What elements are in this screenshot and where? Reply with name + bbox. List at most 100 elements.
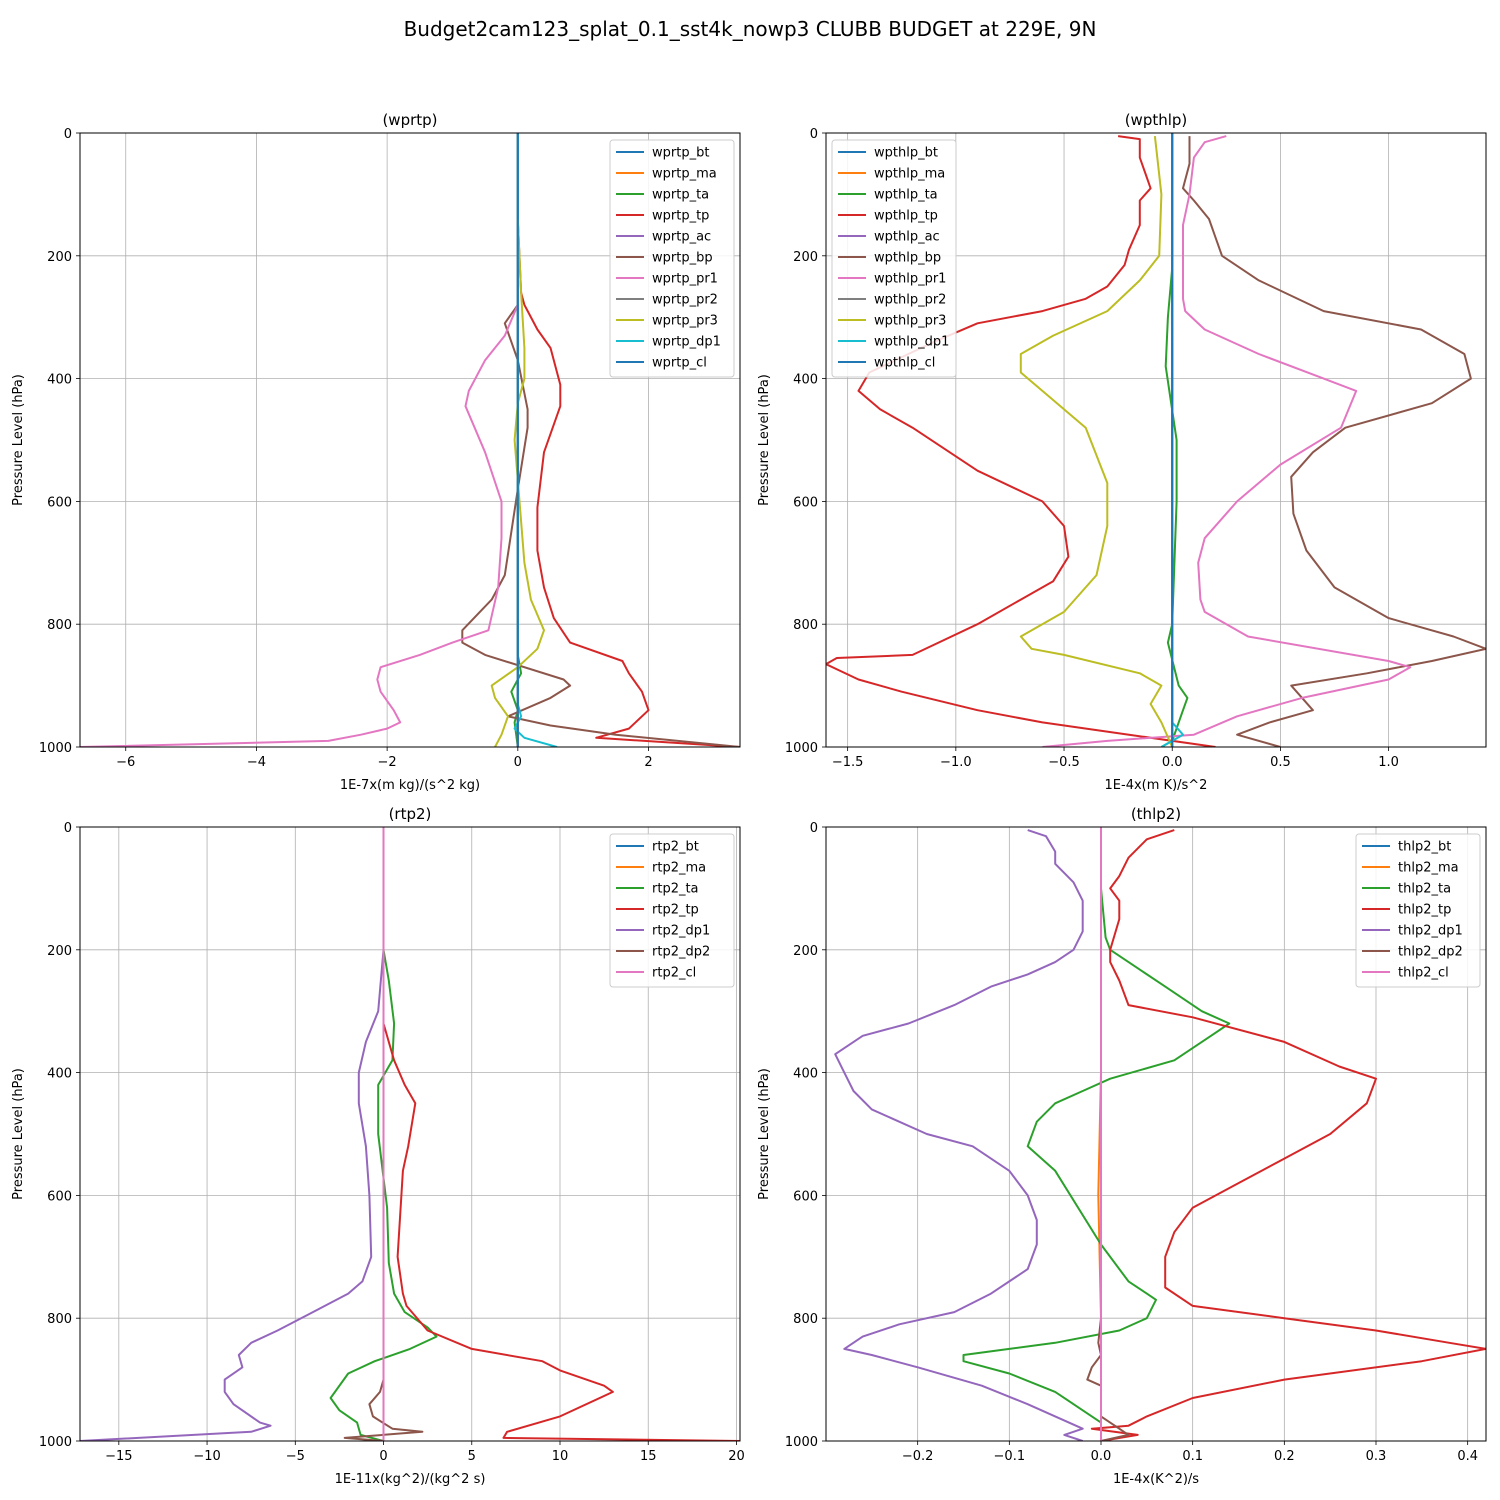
x-tick-label: −6 — [116, 755, 135, 770]
x-tick-label: 0.4 — [1457, 1449, 1478, 1464]
series-line-wprtp_tp — [516, 218, 740, 747]
plot-frame — [79, 132, 741, 748]
y-tick-label: 1000 — [39, 741, 72, 756]
series-line-wpthlp_pr1 — [1042, 135, 1412, 747]
y-tick-label: 200 — [793, 250, 818, 265]
legend-label: thlp2_ta — [1398, 882, 1451, 897]
y-tick-label: 0 — [810, 127, 818, 142]
figure-title: Budget2cam123_splat_0.1_sst4k_nowp3 CLUB… — [404, 17, 1097, 41]
legend-label: rtp2_dp1 — [652, 924, 710, 939]
y-tick-label: 800 — [47, 1312, 72, 1327]
chart-panel-0: −6 −4 −2 0 2 0 200 400 600 800 1000 (wprtp) 1E-7x(m … — [11, 111, 741, 793]
series-line-wprtp_pr3 — [490, 218, 545, 747]
y-tick-label: 1000 — [39, 1435, 72, 1450]
x-tick-label: 0 — [379, 1449, 387, 1464]
x-tick-label: −0.2 — [902, 1449, 934, 1464]
legend-label: wpthlp_dp1 — [874, 335, 949, 350]
legend-label: wprtp_ac — [652, 230, 711, 245]
x-tick-label: −0.1 — [994, 1449, 1026, 1464]
series-group — [80, 827, 740, 1441]
legend-label: wprtp_ta — [652, 188, 709, 203]
y-tick-label: 600 — [47, 1189, 72, 1204]
y-tick-label: 600 — [47, 495, 72, 510]
legend-label: thlp2_cl — [1398, 966, 1449, 981]
legend-label: wprtp_ma — [652, 167, 717, 182]
legend-label: wprtp_cl — [652, 356, 707, 371]
y-tick-label: 1000 — [785, 741, 818, 756]
series-line-wpthlp_bp — [1182, 136, 1486, 747]
x-tick-label: 15 — [640, 1449, 657, 1464]
x-tick-label: −10 — [193, 1449, 220, 1464]
legend-label: wpthlp_ta — [874, 188, 938, 203]
x-axis-label: 1E-11x(kg^2)/(kg^2 s) — [335, 1472, 486, 1487]
legend-label: rtp2_cl — [652, 966, 696, 981]
y-tick-label: 400 — [793, 1067, 818, 1082]
x-tick-label: 0.0 — [1162, 755, 1183, 770]
legend-label: wprtp_pr3 — [652, 314, 718, 329]
x-tick-label: 5 — [468, 1449, 476, 1464]
y-axis-label: Pressure Level (hPa) — [757, 374, 772, 506]
legend-label: wpthlp_cl — [874, 356, 935, 371]
legend-label: wpthlp_bt — [874, 146, 938, 161]
y-tick-label: 400 — [47, 1067, 72, 1082]
legend-box — [609, 833, 735, 988]
y-tick-label: 400 — [793, 373, 818, 388]
y-tick-label: 400 — [47, 373, 72, 388]
x-tick-label: −1.5 — [832, 755, 864, 770]
x-axis-label: 1E-7x(m kg)/(s^2 kg) — [340, 778, 480, 793]
x-tick-label: 0.1 — [1182, 1449, 1203, 1464]
legend: thlp2_bt thlp2_ma thlp2_ta thlp2_tp thlp2_dp… — [1355, 833, 1481, 988]
y-tick-label: 600 — [793, 1189, 818, 1204]
y-tick-label: 200 — [793, 944, 818, 959]
legend-label: wpthlp_ac — [874, 230, 940, 245]
x-tick-label: −0.5 — [1048, 755, 1080, 770]
legend-label: wpthlp_pr3 — [874, 314, 946, 329]
legend-label: thlp2_dp1 — [1398, 924, 1463, 939]
x-tick-label: 0.3 — [1366, 1449, 1387, 1464]
x-tick-label: 0 — [514, 755, 522, 770]
x-tick-label: −2 — [378, 755, 397, 770]
legend-box — [831, 139, 957, 378]
legend-label: rtp2_bt — [652, 840, 699, 855]
legend-label: wpthlp_bp — [874, 251, 941, 266]
series-line-thlp2_ta — [962, 827, 1231, 1441]
y-tick-label: 800 — [793, 1312, 818, 1327]
legend-label: thlp2_ma — [1398, 861, 1459, 876]
series-line-thlp2_dp1 — [834, 829, 1084, 1441]
legend-label: wprtp_pr2 — [652, 293, 718, 308]
legend-label: wpthlp_tp — [874, 209, 938, 224]
y-axis-label: Pressure Level (hPa) — [757, 1068, 772, 1200]
x-tick-label: 20 — [728, 1449, 745, 1464]
panel-title: (rtp2) — [389, 805, 432, 823]
panel-title: (thlp2) — [1131, 805, 1181, 823]
legend-label: wprtp_dp1 — [652, 335, 721, 350]
x-tick-label: 0.5 — [1270, 755, 1291, 770]
y-tick-label: 800 — [793, 618, 818, 633]
series-line-wpthlp_pr3 — [1019, 135, 1174, 747]
legend-label: wprtp_bt — [652, 146, 709, 161]
y-axis-label: Pressure Level (hPa) — [11, 374, 26, 506]
x-tick-label: 10 — [552, 1449, 569, 1464]
legend-label: rtp2_tp — [652, 903, 699, 918]
series-group — [80, 133, 740, 747]
x-tick-label: −1.0 — [940, 755, 972, 770]
y-tick-label: 0 — [64, 821, 72, 836]
plot-frame — [825, 826, 1487, 1442]
series-line-wprtp_pr1 — [80, 219, 519, 747]
legend-label: rtp2_ma — [652, 861, 706, 876]
chart-panel-2: −15 −10 −5 0 5 10 15 2002004006008001000(rtp2)1… — [11, 805, 745, 1487]
series-group — [826, 133, 1486, 747]
y-tick-label: 200 — [47, 944, 72, 959]
y-tick-label: 0 — [810, 821, 818, 836]
y-tick-label: 0 — [64, 127, 72, 142]
chart-panel-1: −1.5 −1.0 −0.5 0.0 0.5 1.0 0 200 400 600 800 1000 (w… — [757, 111, 1487, 793]
legend-label: rtp2_dp2 — [652, 945, 710, 960]
x-tick-label: −4 — [247, 755, 266, 770]
x-tick-label: −15 — [105, 1449, 132, 1464]
legend-label: thlp2_tp — [1398, 903, 1451, 918]
legend-label: wprtp_pr1 — [652, 272, 718, 287]
plot-frame — [825, 132, 1487, 748]
series-line-wprtp_dp1 — [513, 133, 558, 747]
x-tick-label: 0.0 — [1091, 1449, 1112, 1464]
